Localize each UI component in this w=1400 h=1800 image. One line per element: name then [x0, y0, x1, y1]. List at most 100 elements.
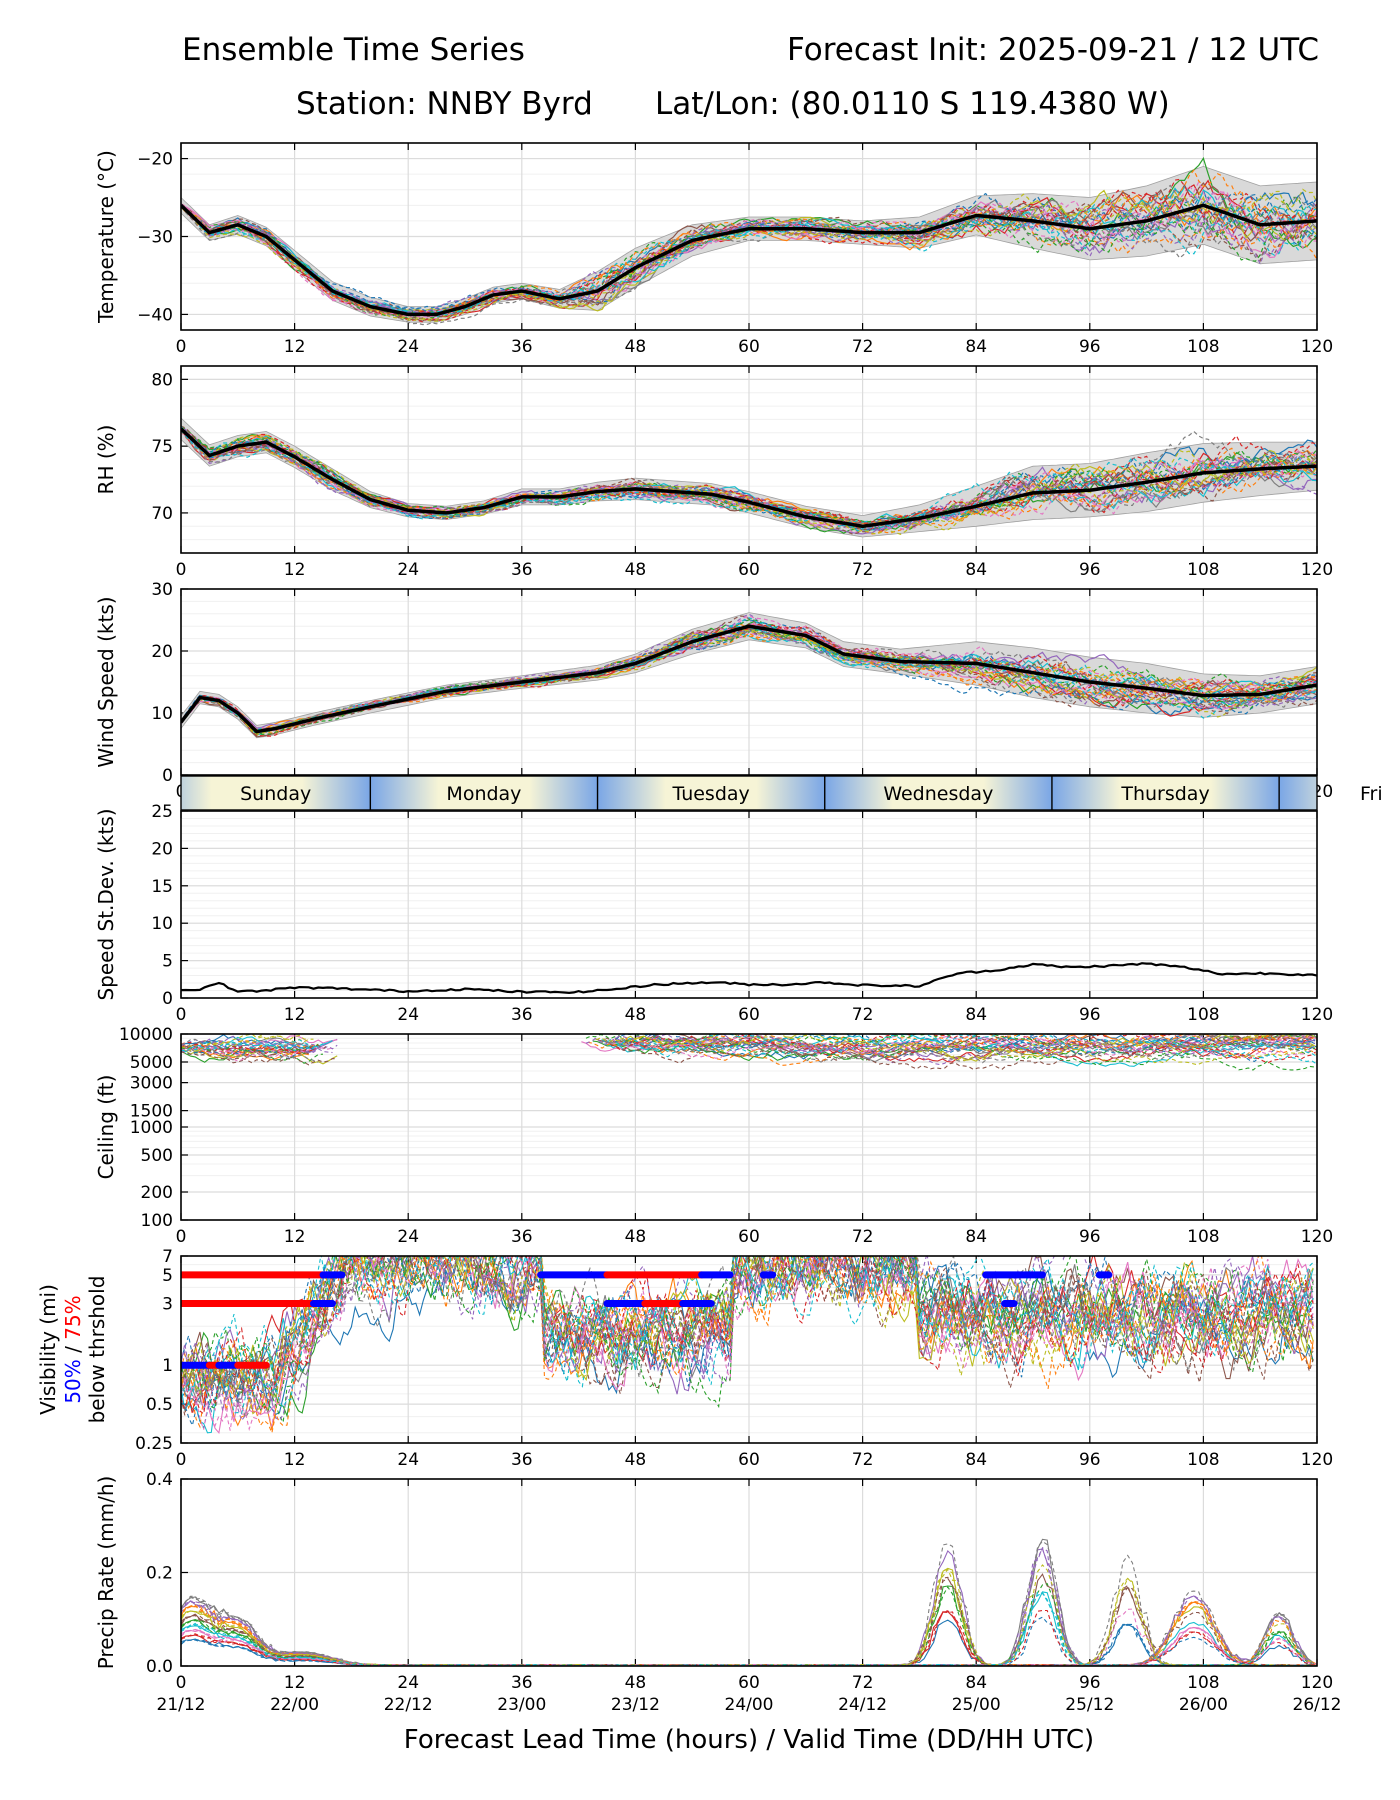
x-tick-label: 108: [1187, 1227, 1219, 1247]
visibility-member-line: [181, 1256, 1314, 1415]
precip-member-line: [181, 1564, 1317, 1666]
ceiling-member-line: [181, 1034, 309, 1052]
day-band-segment: [597, 776, 825, 810]
day-band-segment: [1051, 776, 1280, 810]
y-tick-label: 0: [162, 766, 173, 786]
ensemble-mean-line: [181, 624, 1317, 734]
x-tick-label: 120: [1301, 560, 1333, 580]
threshold-legend-suffix: below thrshold: [85, 1276, 109, 1424]
y-tick-label: 100: [141, 1211, 173, 1231]
x-tick-label: 108: [1187, 1005, 1219, 1025]
temperature-frame: [180, 142, 1318, 331]
day-band: Sunday Monday Tuesday Wednesday Thursday Fri: [180, 775, 1383, 811]
y-tick-label: 10: [151, 914, 173, 934]
ceiling-member-line: [181, 1044, 305, 1057]
ensemble-member-line: [181, 623, 1317, 732]
x-tick-label: 96: [1079, 1227, 1101, 1247]
x-tick-label: 48: [625, 1673, 647, 1693]
ensemble-member-line: [181, 430, 1317, 528]
ceiling-member-line: [596, 1034, 1316, 1066]
x-tick-label: 48: [625, 1450, 647, 1470]
x-tick-label: 60: [738, 1227, 760, 1247]
x-tick-label: 60: [738, 1450, 760, 1470]
ceiling-member-line: [601, 1034, 1317, 1065]
valid-time-label: 26/00: [1179, 1695, 1228, 1715]
x-tick-label: 36: [511, 337, 533, 357]
x-tick-label: 108: [1187, 1673, 1219, 1693]
y-tick-label: 3000: [130, 1074, 173, 1094]
valid-time-label: 23/00: [497, 1695, 546, 1715]
y-tick-label: 5000: [130, 1053, 173, 1073]
x-tick-label: 12: [284, 1005, 306, 1025]
ceiling-member-line: [181, 1044, 310, 1059]
y-axis-label: RH (%): [94, 425, 118, 495]
x-tick-label: 60: [738, 560, 760, 580]
x-tick-label: 48: [625, 1005, 647, 1025]
day-label: Wednesday: [883, 783, 993, 805]
x-tick-label: 72: [852, 1005, 874, 1025]
ceiling-member-line: [585, 1034, 1316, 1066]
valid-time-label: 25/00: [952, 1695, 1001, 1715]
visibility-frame: [180, 1255, 1318, 1444]
ceiling-member-line: [587, 1034, 1317, 1066]
y-tick-label: 5: [162, 1266, 173, 1286]
x-tick-label: 96: [1079, 1673, 1101, 1693]
visibility-member-line: [181, 1256, 1314, 1397]
rh-frame: [180, 365, 1318, 554]
y-tick-label: 70: [151, 504, 173, 524]
x-axis-label: Forecast Lead Time (hours) / Valid Time …: [404, 1725, 1094, 1755]
x-tick-label: 120: [1301, 1673, 1333, 1693]
ensemble-member-line: [181, 615, 1317, 733]
y-tick-label: 3: [162, 1295, 173, 1315]
valid-time-label: 24/12: [838, 1695, 887, 1715]
x-tick-label: 72: [852, 1673, 874, 1693]
valid-time-label: 22/00: [270, 1695, 319, 1715]
y-tick-label: 25: [151, 802, 173, 822]
valid-time-label: 22/12: [384, 1695, 433, 1715]
ceiling-member-line: [181, 1046, 314, 1059]
speed_stdev-axes: 0 5 10 15 20 25 0 12 24 36 48 60 72 84 96 108 120 Speed S…: [94, 802, 1333, 1025]
visibility-member-line: [181, 1256, 1314, 1392]
x-tick-label: 120: [1301, 1227, 1333, 1247]
ceiling-member-line: [603, 1034, 1315, 1067]
x-tick-label: 72: [852, 1227, 874, 1247]
day-band-segment: [181, 776, 371, 810]
x-tick-label: 96: [1079, 1450, 1101, 1470]
y-tick-label: 20: [151, 839, 173, 859]
y-tick-label: 0.5: [146, 1395, 173, 1415]
rh-plot: [181, 417, 1317, 538]
x-tick-label: 0: [176, 1450, 187, 1470]
y-axis-label: Wind Speed (kts): [94, 596, 118, 767]
x-tick-label: 84: [965, 1673, 987, 1693]
x-tick-label: 120: [1301, 1005, 1333, 1025]
x-tick-label: 84: [965, 337, 987, 357]
visibility-member-line: [181, 1256, 1314, 1410]
latlon-label: Lat/Lon: (80.0110 S 119.4380 W): [655, 86, 1170, 122]
x-tick-label: 0: [176, 1673, 187, 1693]
ensemble-member-line: [181, 428, 1317, 531]
y-tick-label: 15: [151, 877, 173, 897]
valid-time-label: 23/12: [611, 1695, 660, 1715]
ensemble-member-line: [181, 628, 1317, 733]
ceiling-member-line: [611, 1034, 1317, 1059]
threshold-legend-75: 75%: [61, 1295, 85, 1339]
ceiling-member-line: [181, 1038, 338, 1050]
ensemble-member-line: [181, 188, 1317, 321]
x-tick-label: 96: [1079, 560, 1101, 580]
ceiling-member-line: [585, 1034, 1316, 1055]
ceiling-member-line: [615, 1034, 1317, 1057]
y-tick-label: 1500: [130, 1102, 173, 1122]
x-tick-label: 12: [284, 1673, 306, 1693]
y-tick-label: 0.25: [135, 1434, 173, 1454]
ceiling-member-line: [605, 1036, 1316, 1057]
visibility-member-line: [181, 1256, 1314, 1415]
visibility-member-line: [181, 1256, 1314, 1414]
y-axis-label: Precip Rate (mm/h): [94, 1476, 118, 1670]
x-tick-label: 24: [397, 1450, 419, 1470]
x-tick-label: 12: [284, 337, 306, 357]
day-band-segment: [824, 776, 1052, 810]
x-tick-label: 36: [511, 1673, 533, 1693]
ensemble-member-line: [181, 178, 1317, 316]
x-tick-label: 96: [1079, 1005, 1101, 1025]
ensemble-member-line: [181, 617, 1317, 731]
